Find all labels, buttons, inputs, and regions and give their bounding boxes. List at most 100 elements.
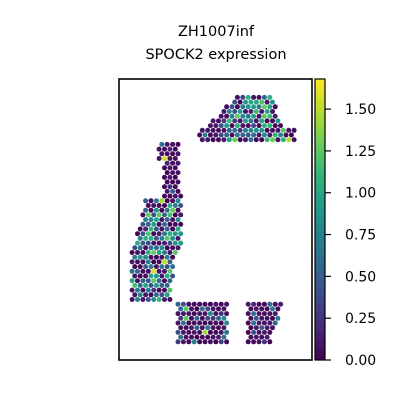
spot (272, 311, 278, 317)
spot (199, 325, 205, 331)
spot (151, 221, 157, 227)
spot (259, 99, 265, 105)
spot (178, 231, 184, 237)
spot (267, 311, 273, 317)
spot (213, 123, 219, 129)
spot (153, 217, 159, 223)
spot (180, 320, 186, 326)
spot (167, 165, 173, 171)
spot (175, 320, 181, 326)
spot (205, 137, 211, 143)
spot (221, 306, 227, 312)
spot (156, 250, 162, 255)
spot (199, 306, 205, 312)
spot (245, 94, 251, 100)
spot (151, 212, 157, 218)
spot (143, 254, 149, 260)
spot (240, 94, 246, 100)
spot (253, 127, 259, 133)
spot (218, 339, 224, 345)
spot (240, 123, 246, 129)
spot (156, 287, 162, 293)
spot (178, 325, 184, 331)
spot (132, 264, 138, 270)
spot (162, 174, 167, 180)
axes-frame (118, 78, 313, 361)
spot (180, 339, 186, 345)
spot (175, 217, 181, 223)
spot (162, 193, 167, 199)
spot (224, 339, 230, 345)
spot (129, 278, 135, 284)
spot (140, 250, 146, 255)
spot (172, 156, 178, 161)
spot (156, 146, 162, 152)
spot (156, 268, 162, 274)
spot (162, 165, 167, 171)
spot (232, 99, 238, 105)
spot (245, 320, 251, 326)
spot (145, 240, 151, 246)
spot (221, 137, 227, 143)
spot (270, 315, 275, 321)
spot (162, 231, 167, 237)
spot (278, 132, 284, 138)
spot (162, 203, 167, 208)
spot (224, 113, 230, 119)
spot (172, 221, 178, 227)
spot (270, 127, 275, 133)
spot (153, 273, 159, 279)
spot (216, 127, 221, 133)
spot (148, 273, 154, 279)
spot (256, 339, 262, 345)
spot (261, 113, 267, 119)
spot (164, 198, 170, 204)
spot (248, 137, 254, 143)
spot (167, 278, 173, 284)
spot (162, 146, 167, 152)
spot (264, 137, 270, 143)
spot (202, 311, 208, 317)
spot (164, 245, 170, 251)
spot (218, 320, 224, 326)
spot (280, 127, 286, 133)
colorbar (314, 78, 326, 361)
spot (170, 245, 176, 251)
spot (275, 127, 281, 133)
spot (175, 235, 181, 241)
spot (156, 231, 162, 237)
spot (183, 306, 189, 312)
spot (186, 301, 192, 307)
spot (286, 137, 292, 143)
spot (172, 203, 178, 208)
spot (267, 123, 273, 129)
spot (256, 311, 262, 317)
spot (145, 212, 151, 218)
spot (226, 109, 232, 114)
spot (159, 235, 165, 241)
spot (191, 301, 197, 307)
spot (205, 127, 211, 133)
spot (159, 273, 165, 279)
spot (264, 109, 270, 114)
spot (245, 104, 251, 110)
spot (210, 118, 216, 124)
spot (175, 339, 181, 345)
spot (175, 188, 181, 194)
spot (256, 329, 262, 335)
spot (245, 339, 251, 345)
spot (288, 132, 294, 138)
spot (224, 329, 230, 335)
spot (245, 311, 251, 317)
spot (143, 207, 149, 213)
spot (286, 127, 292, 133)
spot (210, 315, 216, 321)
spot (180, 301, 186, 307)
spot (162, 221, 167, 227)
spot (143, 264, 149, 270)
spot (259, 306, 265, 312)
spot (170, 179, 176, 185)
spot (197, 311, 203, 317)
spot (151, 259, 157, 265)
spot (175, 151, 181, 157)
